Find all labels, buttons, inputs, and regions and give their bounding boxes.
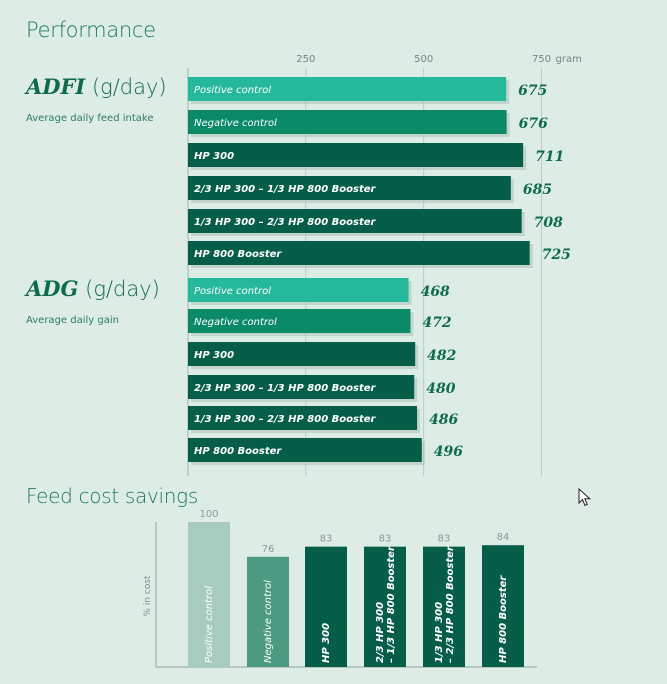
data-label: 472 bbox=[422, 315, 451, 331]
bar-label: Negative control bbox=[194, 317, 277, 328]
data-label: 675 bbox=[518, 83, 547, 99]
data-label: 725 bbox=[542, 247, 571, 263]
data-label: 685 bbox=[523, 182, 552, 198]
bar-negative-control bbox=[188, 309, 411, 333]
adg-description: Average daily gain bbox=[26, 315, 119, 326]
cost-savings-title: Feed cost savings bbox=[26, 484, 198, 508]
data-label: 480 bbox=[426, 381, 455, 397]
data-label: 496 bbox=[434, 444, 463, 460]
bar-label: 2/3 HP 300 – 1/3 HP 800 Booster bbox=[194, 383, 377, 394]
cost-category-label: 1/3 HP 300– 2/3 HP 800 Booster bbox=[434, 545, 456, 663]
cost-value-label: 83 bbox=[320, 534, 333, 545]
cost-value-label: 76 bbox=[262, 544, 275, 555]
adfi-abbr: ADFI bbox=[26, 74, 86, 99]
cost-value-label: 84 bbox=[497, 532, 510, 543]
x-tick-label: 500 bbox=[414, 54, 433, 65]
cost-y-axis-label: % in cost bbox=[143, 575, 153, 617]
performance-title: Performance bbox=[26, 18, 156, 42]
cost-value-label: 83 bbox=[438, 534, 451, 545]
adg-heading: ADG (g/day) bbox=[26, 276, 160, 301]
adg-unit: (g/day) bbox=[85, 277, 160, 301]
bar-label: Negative control bbox=[194, 118, 277, 129]
bar-hp-300 bbox=[188, 342, 416, 366]
bar-label: 2/3 HP 300 – 1/3 HP 800 Booster bbox=[194, 184, 377, 195]
x-axis-unit: gram bbox=[555, 54, 581, 65]
bar-label: Positive control bbox=[194, 85, 271, 96]
cost-category-label: HP 300 bbox=[321, 623, 332, 663]
data-label: 711 bbox=[535, 149, 564, 165]
bar-positive-control bbox=[188, 278, 409, 302]
cost-category-label: Positive control bbox=[204, 586, 215, 663]
data-label: 486 bbox=[429, 412, 458, 428]
bar-label: HP 800 Booster bbox=[194, 446, 282, 457]
cost-category-label: HP 800 Booster bbox=[498, 575, 509, 663]
cost-value-label: 100 bbox=[199, 509, 218, 520]
adfi-unit: (g/day) bbox=[91, 75, 167, 99]
bar-label: HP 300 bbox=[194, 350, 234, 361]
bar-2-3-hp-300-1-3-hp-800-booster bbox=[188, 176, 511, 200]
data-label: 482 bbox=[427, 348, 456, 364]
data-label: 468 bbox=[421, 284, 450, 300]
cost-bar-negative-control bbox=[247, 556, 289, 667]
bar-1-3-hp-300-2-3-hp-800-booster bbox=[188, 209, 522, 233]
bar-hp-300 bbox=[188, 143, 524, 167]
bar-label: Positive control bbox=[194, 286, 271, 297]
data-label: 676 bbox=[519, 116, 548, 132]
cost-category-label: 2/3 HP 300– 1/3 HP 800 Booster bbox=[375, 545, 397, 663]
cost-bar-2-3-hp-300-1-3-hp-800-booster bbox=[364, 546, 406, 667]
adg-abbr: ADG bbox=[26, 276, 79, 301]
bar-label: 1/3 HP 300 – 2/3 HP 800 Booster bbox=[194, 217, 377, 228]
adfi-heading: ADFI (g/day) bbox=[26, 74, 167, 99]
cost-category-label: Negative control bbox=[263, 580, 274, 663]
mouse-cursor-icon bbox=[578, 488, 592, 507]
x-tick-label: 750 bbox=[532, 54, 551, 65]
cost-bar-hp-800-booster bbox=[482, 545, 524, 667]
x-tick-label: 250 bbox=[296, 54, 315, 65]
bar-label: HP 300 bbox=[194, 151, 234, 162]
cost-bar-positive-control bbox=[188, 522, 230, 667]
bar-hp-800-booster bbox=[188, 241, 530, 265]
bar-hp-800-booster bbox=[188, 438, 422, 462]
data-label: 708 bbox=[534, 215, 563, 231]
bar-label: HP 800 Booster bbox=[194, 249, 282, 260]
bar-2-3-hp-300-1-3-hp-800-booster bbox=[188, 375, 415, 399]
bar-label: 1/3 HP 300 – 2/3 HP 800 Booster bbox=[194, 414, 377, 425]
cost-bar-1-3-hp-300-2-3-hp-800-booster bbox=[423, 546, 465, 667]
adfi-description: Average daily feed intake bbox=[26, 113, 154, 124]
cost-value-label: 83 bbox=[379, 534, 392, 545]
bar-positive-control bbox=[188, 77, 507, 101]
bar-1-3-hp-300-2-3-hp-800-booster bbox=[188, 406, 418, 430]
bar-negative-control bbox=[188, 110, 507, 134]
cost-bar-hp-300 bbox=[305, 546, 347, 667]
